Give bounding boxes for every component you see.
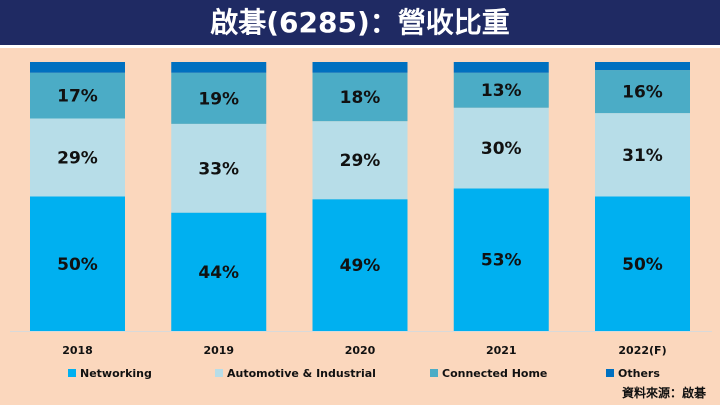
legend-swatch (215, 369, 223, 377)
bar-segment (595, 113, 690, 197)
bar-segment (171, 62, 267, 73)
data-label: 17% (57, 87, 98, 107)
data-label: 19% (198, 89, 239, 109)
bar-segment (171, 123, 267, 213)
bar-segment (595, 196, 690, 331)
bar-segment (453, 72, 549, 108)
legend: Networking Automotive & Industrial Connect… (68, 367, 660, 380)
data-label: 29% (57, 148, 98, 168)
x-tick-labels: 2018 2019 2020 2021 2022(F) (62, 344, 666, 357)
data-label: 53% (481, 251, 522, 271)
bar-segment (312, 72, 408, 122)
bar-segment (453, 62, 549, 73)
bar-segment (171, 212, 267, 331)
bar-segment (312, 121, 408, 200)
data-label: 29% (340, 151, 381, 171)
bar-segment (453, 188, 549, 331)
legend-swatch (68, 369, 76, 377)
legend-swatch (430, 369, 438, 377)
title-bar: 啟碁(6285)：營收比重 (0, 0, 720, 48)
x-tick-label: 2021 (486, 344, 517, 357)
x-tick-label: 2019 (203, 344, 234, 357)
bar-segment (30, 72, 125, 119)
legend-swatch (606, 369, 614, 377)
bar-segment (312, 62, 408, 73)
bars-layer (30, 62, 690, 331)
bar-segment (30, 62, 125, 73)
bar-segment (453, 107, 549, 189)
legend-label: Automotive & Industrial (227, 367, 376, 380)
x-tick-label: 2020 (345, 344, 376, 357)
source-note: 資料來源：啟碁 (621, 386, 706, 400)
data-label: 50% (622, 255, 663, 275)
data-labels-layer: 50% 29% 17% 44% 33% 19% 49% 29% 18% 53% 30% 13% 50% 3… (57, 81, 663, 283)
data-label: 44% (198, 263, 239, 283)
data-label: 31% (622, 146, 663, 166)
data-label: 13% (481, 81, 522, 101)
bar-segment (595, 70, 690, 114)
data-label: 18% (340, 88, 381, 108)
data-label: 33% (198, 159, 239, 179)
bar-segment (30, 196, 125, 331)
bar-segment (171, 72, 267, 124)
x-tick-label: 2022(F) (618, 344, 666, 357)
bar-segment (312, 199, 408, 331)
data-label: 30% (481, 139, 522, 159)
bar-segment (30, 118, 125, 197)
x-tick-label: 2018 (62, 344, 93, 357)
bar-segment (595, 62, 690, 71)
data-label: 49% (340, 256, 381, 276)
data-label: 50% (57, 255, 98, 275)
legend-label: Connected Home (442, 367, 547, 380)
page-title: 啟碁(6285)：營收比重 (210, 6, 510, 39)
data-label: 16% (622, 83, 663, 103)
legend-label: Others (618, 367, 660, 380)
legend-label: Networking (80, 367, 152, 380)
